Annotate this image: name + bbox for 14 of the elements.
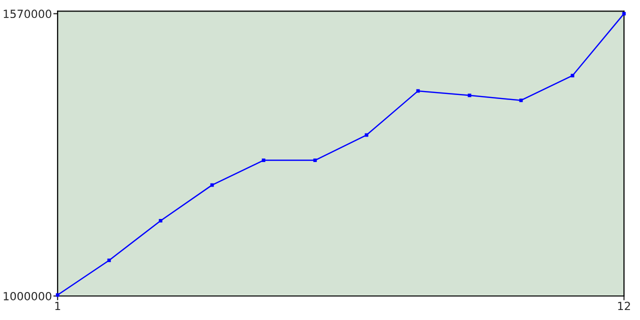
point — [158, 218, 162, 222]
line-series — [56, 12, 626, 297]
x-tick-label: 12 — [618, 302, 630, 310]
point — [416, 89, 420, 93]
point — [364, 133, 368, 137]
point — [107, 258, 111, 262]
point — [468, 94, 472, 98]
point — [519, 98, 523, 102]
y-tick-label: 1570000 — [4, 10, 52, 18]
point — [313, 158, 317, 162]
x-tick-label: 1 — [55, 302, 60, 310]
y-tick-label: 1000000 — [4, 292, 52, 300]
point — [262, 158, 266, 162]
point — [210, 183, 214, 187]
